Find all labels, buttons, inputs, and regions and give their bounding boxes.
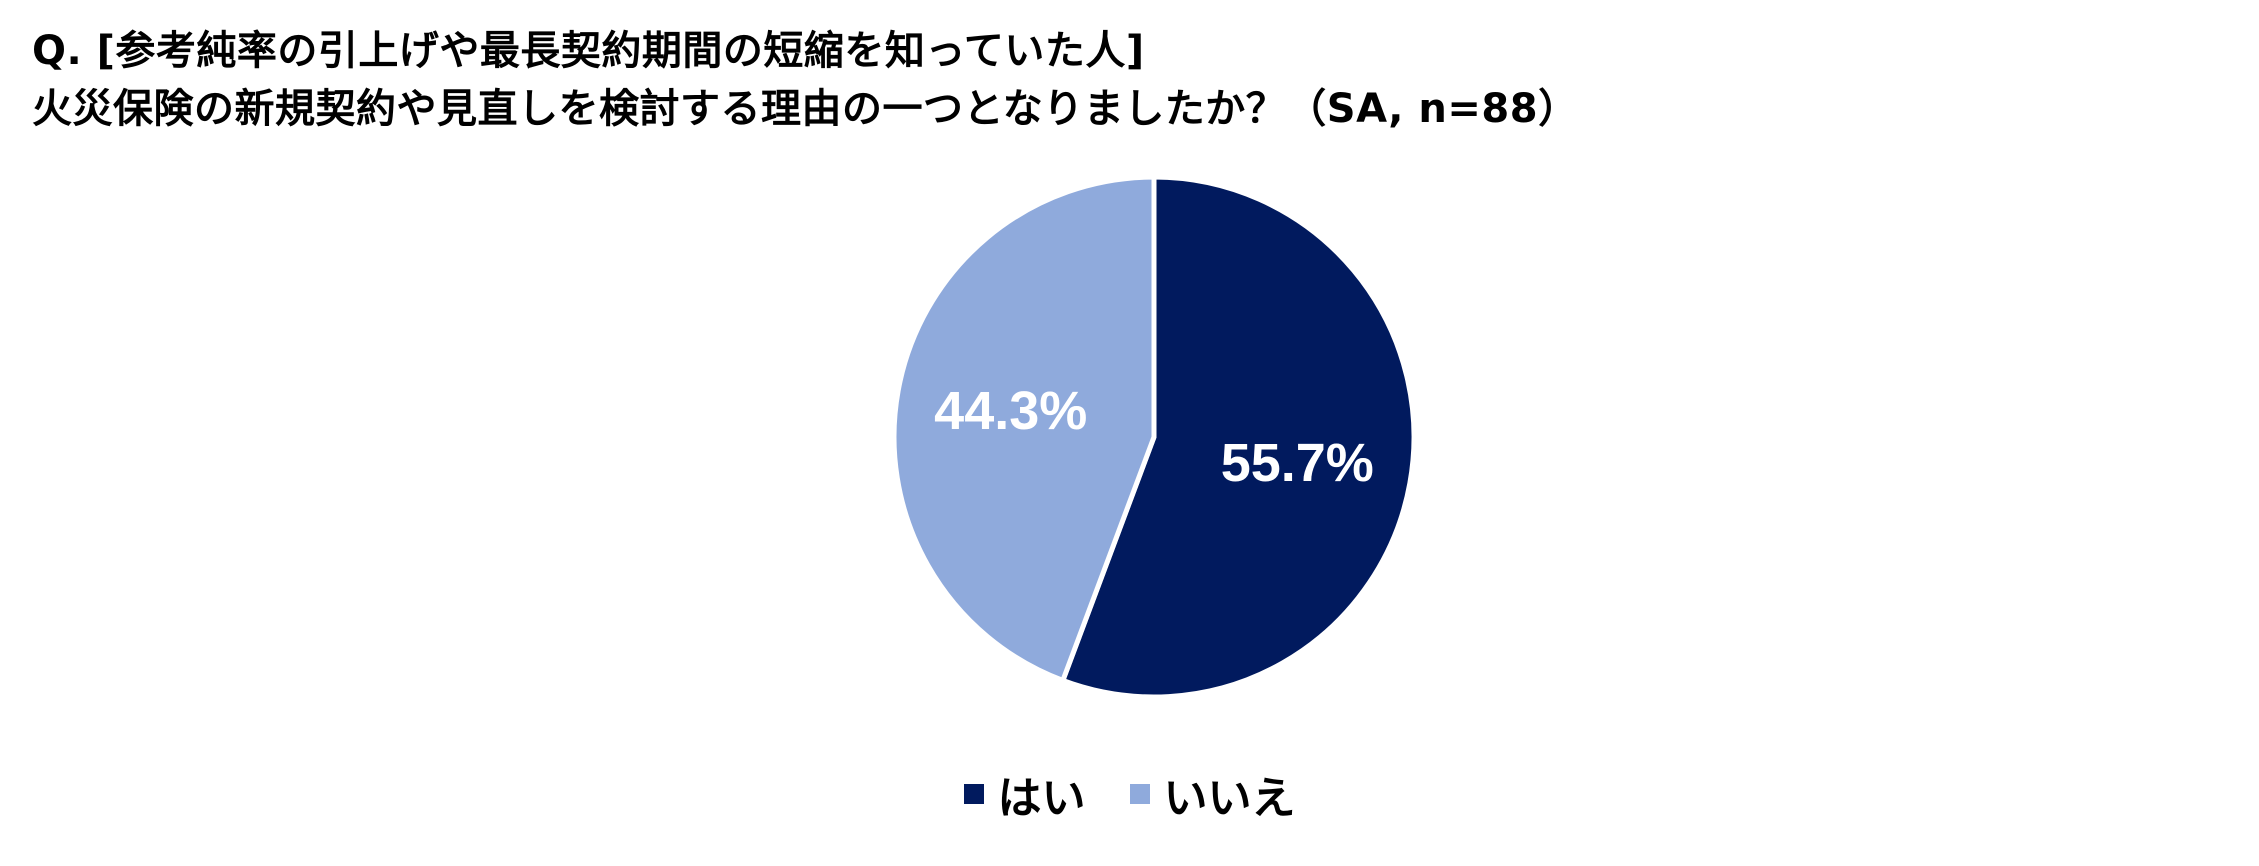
chart-title-block: Q. [参考純率の引上げや最長契約期間の短縮を知っていた人] 火災保険の新規契約…	[32, 22, 2232, 138]
chart-subtitle: 火災保険の新規契約や見直しを検討する理由の一つとなりましたか？（SA, n=88…	[32, 86, 1579, 132]
legend-swatch-no	[1129, 784, 1150, 804]
pie-label-no: 44.3%	[934, 381, 1087, 441]
pie-slice-yes	[1060, 174, 1417, 700]
legend-item-no: いいえ	[1129, 762, 1296, 826]
legend: はい いいえ	[0, 764, 2259, 824]
chart-title: Q. [参考純率の引上げや最長契約期間の短縮を知っていた人]	[32, 28, 1145, 74]
legend-label-no: いいえ	[1163, 773, 1296, 824]
legend-item-yes: はい	[963, 762, 1086, 826]
pie-slice-no	[891, 174, 1157, 684]
legend-label-yes: はい	[997, 773, 1086, 824]
pie-label-yes: 55.7%	[1221, 433, 1374, 493]
legend-swatch-yes	[963, 784, 984, 804]
